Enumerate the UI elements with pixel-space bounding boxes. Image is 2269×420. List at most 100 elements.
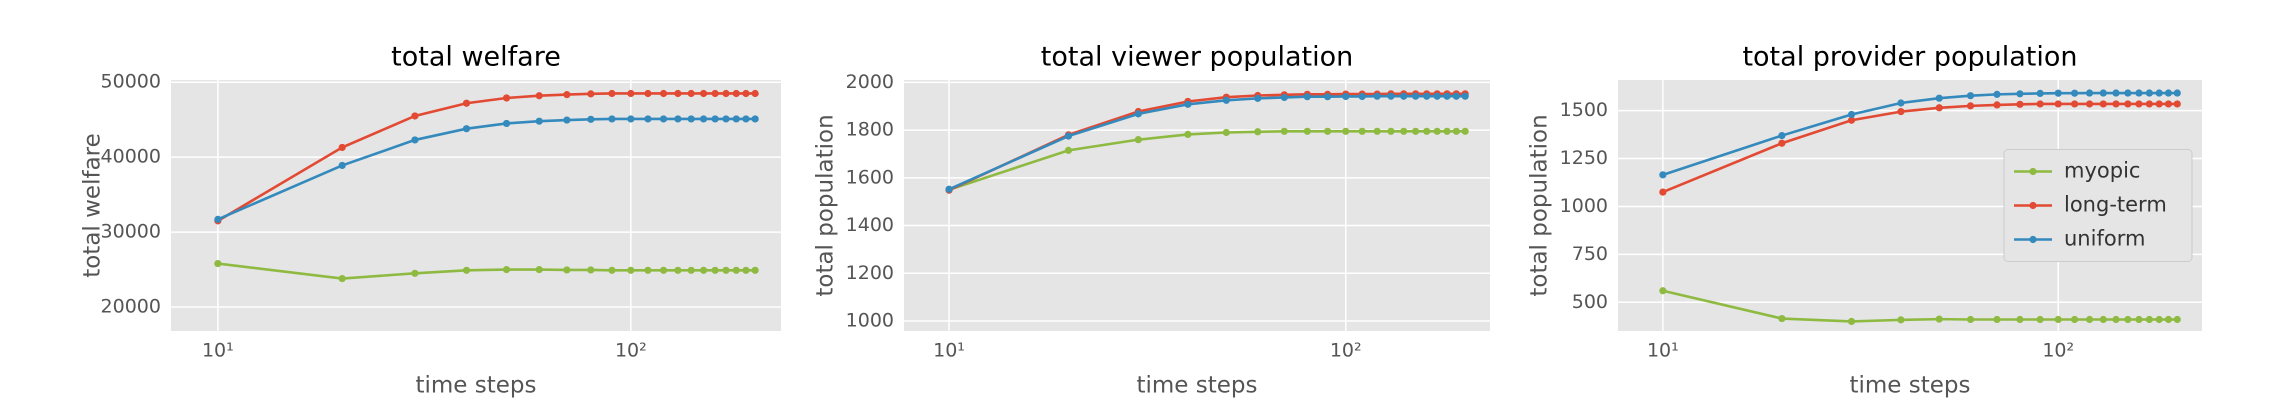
data-point [1222,128,1230,137]
data-point [1659,287,1667,295]
data-point [1659,171,1667,179]
data-point [627,89,635,98]
legend-marker [2029,235,2037,244]
data-point [563,91,571,99]
data-point [535,117,543,125]
x-axis-label: time steps [415,373,536,399]
chart-title: total provider population [1742,42,2077,73]
data-point [2164,100,2173,108]
data-point [214,259,222,268]
y-axis-label: total population [1527,114,1553,296]
data-point [587,266,595,274]
data-point [1847,317,1856,326]
data-point [1778,131,1786,140]
data-point [1303,127,1311,135]
data-point [1847,110,1856,119]
data-point [1778,314,1786,323]
data-point [1342,92,1350,101]
data-point [742,115,750,123]
data-point [699,266,708,274]
y-tick-label: 40000 [101,146,161,168]
data-point [1387,127,1395,135]
data-point [722,115,730,123]
data-point [1423,127,1431,135]
data-point [2054,89,2062,97]
y-tick-label: 1400 [846,214,894,236]
data-point [1897,316,1905,324]
data-point [462,266,471,274]
legend-marker [2029,201,2037,210]
x-tick-label: 10¹ [1647,340,1679,362]
data-point [659,115,668,123]
data-point [2036,89,2044,98]
data-point [699,89,708,98]
x-axis-label: time steps [1849,373,1970,399]
data-point [2135,315,2143,324]
data-point [1323,127,1332,135]
data-point [659,266,668,274]
y-tick-label: 50000 [101,71,161,93]
y-axis-label: total welfare [80,133,106,278]
data-point [502,265,511,274]
data-point [2135,100,2143,108]
data-point [2145,315,2153,324]
data-point [535,92,543,100]
data-point [2099,89,2107,97]
data-point [1935,104,1943,112]
data-point [2164,89,2173,97]
data-point [2173,315,2181,324]
data-point [2112,100,2120,108]
data-point [1358,92,1366,101]
data-point [2071,100,2079,108]
data-point [1461,92,1469,100]
data-point [2085,89,2094,97]
data-point [722,89,730,98]
y-tick-label: 1000 [1560,195,1608,217]
data-point [1184,130,1192,138]
data-point [687,89,695,98]
data-point [608,266,616,274]
y-tick-label: 1600 [846,166,894,188]
data-point [659,89,668,98]
y-tick-label: 20000 [101,296,161,318]
data-point [1342,127,1350,135]
data-point [502,94,511,102]
x-axis-label: time steps [1136,373,1257,399]
y-tick-label: 2000 [846,71,894,93]
data-point [1897,99,1905,107]
chart-title: total welfare [391,42,561,73]
data-point [1280,127,1288,135]
data-point [1443,127,1451,135]
data-point [1461,127,1469,135]
data-point [1222,96,1230,104]
data-point [535,265,543,274]
data-point [1303,93,1311,101]
data-point [2173,89,2181,97]
data-point [411,136,419,144]
data-point [945,185,953,193]
data-point [1254,128,1262,136]
data-point [1373,127,1381,135]
data-point [2085,100,2094,108]
data-point [338,161,346,170]
data-point [732,89,740,98]
data-point [1778,139,1786,147]
data-point [687,115,695,123]
data-point [1400,127,1408,135]
data-point [502,119,511,128]
y-tick-label: 30000 [101,221,161,243]
y-tick-label: 1000 [846,309,894,331]
data-point [711,89,719,98]
data-point [1847,116,1856,124]
data-point [1134,136,1142,144]
data-point [2145,100,2153,108]
data-point [2155,89,2163,97]
data-point [627,266,635,274]
data-point [751,115,759,123]
y-tick-label: 1250 [1560,147,1608,169]
data-point [338,274,346,283]
data-point [462,125,471,133]
data-point [1935,94,1943,102]
data-point [1423,92,1431,100]
